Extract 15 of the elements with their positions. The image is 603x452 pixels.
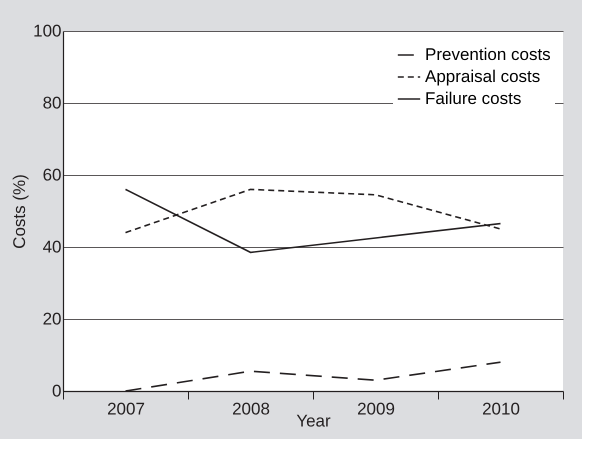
x-tick-label: 2009 — [357, 400, 395, 418]
x-tick-label: 2007 — [107, 400, 145, 418]
y-tick-label: 100 — [33, 22, 62, 40]
y-tick-label: 80 — [42, 94, 62, 112]
y-axis-title: Costs (%) — [10, 174, 30, 249]
legend-label: Appraisal costs — [425, 67, 540, 86]
x-tick-label: 2008 — [232, 400, 270, 418]
y-tick-label: 20 — [42, 310, 62, 328]
x-tick-label: 2010 — [482, 400, 520, 418]
x-axis-title: Year — [296, 412, 332, 430]
y-tick-label: 60 — [42, 166, 62, 184]
legend-label: Prevention costs — [425, 45, 551, 64]
y-tick-label: 0 — [52, 382, 62, 400]
legend-label: Failure costs — [425, 89, 522, 108]
y-tick-label: 40 — [42, 238, 62, 256]
